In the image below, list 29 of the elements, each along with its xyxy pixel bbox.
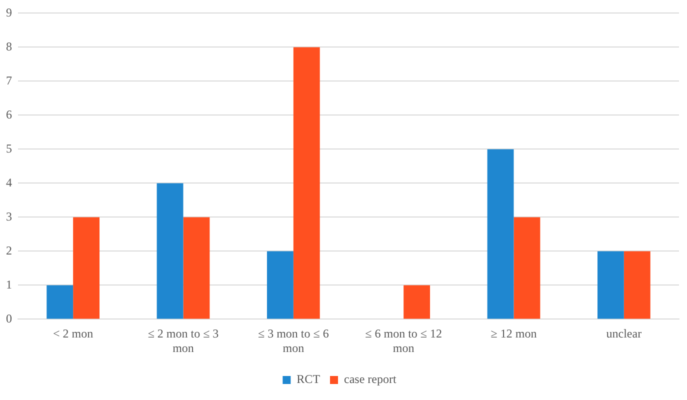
- bar: [514, 217, 540, 319]
- y-tick-label: 4: [6, 175, 12, 190]
- x-tick-label: ≤ 6 mon to ≤ 12 mon: [365, 326, 442, 355]
- legend-label: case report: [344, 372, 397, 386]
- x-tick-label: ≥ 12 mon: [490, 326, 537, 341]
- y-tick-label: 0: [6, 311, 12, 326]
- bar: [404, 285, 430, 319]
- y-tick-label: 9: [6, 5, 12, 20]
- x-tick-label: unclear: [606, 326, 642, 341]
- bar: [183, 217, 210, 319]
- y-tick-label: 2: [6, 243, 12, 258]
- y-tick-label: 6: [6, 107, 12, 122]
- y-tick-label: 5: [6, 141, 12, 156]
- x-tick-label: ≤ 2 mon to ≤ 3 mon: [148, 326, 219, 355]
- legend-label: RCT: [296, 372, 321, 386]
- y-tick-label: 1: [6, 277, 12, 292]
- x-tick-label: ≤ 3 mon to ≤ 6 mon: [258, 326, 329, 355]
- y-tick-label: 3: [6, 209, 12, 224]
- bar: [487, 149, 514, 319]
- bar: [293, 47, 320, 319]
- bar: [266, 251, 294, 319]
- bar: [46, 285, 74, 319]
- bar: [156, 183, 184, 319]
- bar: [73, 217, 100, 319]
- y-tick-label: 8: [6, 39, 12, 54]
- y-tick-label: 7: [6, 73, 12, 88]
- bar: [624, 251, 650, 319]
- bar: [597, 251, 624, 319]
- x-tick-label: < 2 mon: [53, 326, 94, 341]
